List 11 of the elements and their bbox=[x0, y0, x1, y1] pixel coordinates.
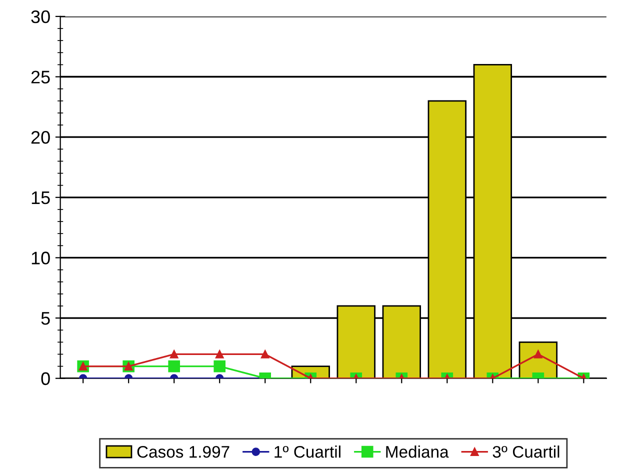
y-tick-label: 30 bbox=[31, 10, 50, 24]
y-tick-label: 25 bbox=[31, 70, 50, 84]
y-tick-label: 5 bbox=[41, 312, 50, 325]
legend-label: 3º Cuartil bbox=[492, 446, 560, 458]
legend-label: Casos 1.997 bbox=[137, 446, 230, 458]
y-tick-label: 20 bbox=[31, 131, 50, 144]
y-tick-label: 10 bbox=[32, 252, 50, 264]
y-tick-label: 0 bbox=[41, 372, 50, 386]
legend-label: 1º Cuartil bbox=[274, 446, 340, 458]
y-tick-label: 15 bbox=[32, 192, 50, 204]
legend-label: Mediana bbox=[386, 446, 449, 458]
